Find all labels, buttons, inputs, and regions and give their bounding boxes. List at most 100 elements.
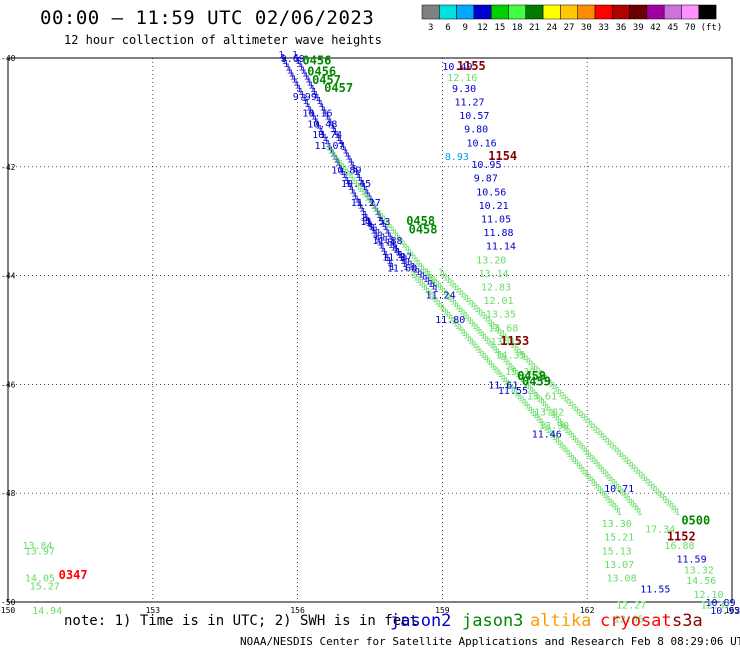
swh-value-jason2: 11.55	[498, 386, 528, 397]
plot-area: 150 153 156 159 162 165 -40-42-44-46-48-50 11…	[1, 50, 740, 625]
track-mark: 1	[465, 314, 471, 325]
pass-time-label: 0459	[517, 369, 546, 383]
track-mark: 1	[453, 318, 459, 329]
track-mark: 1	[498, 328, 504, 339]
track-mark: 1	[631, 463, 637, 474]
track-mark: 1	[340, 142, 346, 153]
track-mark: 1	[338, 159, 344, 170]
track-mark: 1	[526, 403, 532, 414]
track-mark: 1	[378, 241, 384, 252]
track-mark: 1	[294, 81, 300, 92]
track-mark: 1	[388, 234, 394, 245]
track-mark: 1	[401, 240, 407, 251]
track-mark: 1	[291, 75, 297, 86]
swh-value-jason3: 13.21	[491, 337, 521, 348]
track-mark: 1	[529, 359, 535, 370]
pass-time-label: 1155	[457, 59, 486, 73]
swh-value-jason3: 13.84	[22, 541, 52, 552]
track-mark: 1	[562, 422, 568, 433]
track-mark: 1	[522, 352, 528, 363]
track-mark: 1	[362, 210, 368, 221]
track-mark: 1	[349, 173, 355, 184]
track-mark: 1	[461, 309, 467, 320]
track-mark: 1	[334, 154, 340, 165]
track-mark: 1	[361, 182, 367, 193]
track-mark: 1	[495, 347, 501, 358]
track-mark: 1	[374, 207, 380, 218]
track-mark: 1	[348, 158, 354, 169]
legend-swatch	[560, 4, 578, 20]
track-mark: 1	[363, 216, 369, 227]
swh-value-jason3: 15.27	[30, 582, 60, 593]
track-mark: 1	[440, 304, 446, 315]
swh-value-jason3: 13.07	[604, 560, 634, 571]
track-mark: 1	[596, 461, 602, 472]
track-mark: 1	[342, 165, 348, 176]
track-mark: 1	[327, 145, 333, 156]
swh-value-jason3: 12.16	[447, 73, 477, 84]
track-mark: 1	[347, 182, 353, 193]
track-mark: 1	[362, 190, 368, 201]
track-mark: 1	[593, 480, 599, 491]
track-mark: 1	[392, 241, 398, 252]
track-mark: 1	[574, 437, 580, 448]
legend-swatch	[612, 4, 630, 20]
satellite-label-jason2: jason2	[390, 611, 451, 631]
swh-value-jason3: 14.35	[495, 350, 525, 361]
track-mark: 1	[368, 221, 374, 232]
track-mark: 1	[383, 217, 389, 228]
track-mark: 1	[674, 507, 680, 518]
swh-value-jason2: 11.46	[532, 429, 562, 440]
track-mark: 1	[497, 350, 503, 361]
track-mark: 1	[411, 270, 417, 281]
track-mark: 1	[429, 276, 435, 287]
track-mark: 1	[634, 466, 640, 477]
track-mark: 1	[379, 216, 385, 227]
track-mark: 1	[574, 459, 580, 470]
swh-value-jason2: 9.87	[474, 174, 498, 185]
track-mark: 1	[597, 485, 603, 496]
track-mark: 1	[507, 381, 513, 392]
track-mark: 1	[384, 225, 390, 236]
pass-time-label: 0458	[409, 222, 438, 236]
track-mark: 1	[572, 403, 578, 414]
swh-value-jason2: 11.87	[382, 253, 412, 264]
track-mark: 1	[565, 396, 571, 407]
track-mark: 1	[407, 248, 413, 259]
track-mark: 1	[629, 461, 635, 472]
track-mark: 1	[513, 388, 519, 399]
track-mark: 1	[480, 350, 486, 361]
swh-value-jason3: 13.68	[488, 323, 518, 334]
track-mark: 1	[339, 139, 345, 150]
track-mark: 1	[529, 386, 535, 397]
track-mark: 1	[609, 476, 615, 487]
track-mark: 1	[541, 372, 547, 383]
track-mark: 1	[557, 418, 563, 429]
swh-value-jason3: 13.32	[684, 565, 714, 576]
track-mark: 1	[538, 369, 544, 380]
track-mark: 1	[420, 272, 426, 283]
track-mark: 1	[495, 326, 501, 337]
track-mark: 1	[401, 259, 407, 270]
track-mark: 1	[325, 142, 331, 153]
track-mark: 1	[598, 430, 604, 441]
track-mark: 1	[489, 340, 495, 351]
track-mark: 1	[387, 231, 393, 242]
track-mark: 1	[517, 372, 523, 383]
swh-value-jason2: 10.57	[459, 111, 489, 122]
track-mark: 1	[283, 59, 289, 70]
track-mark: 1	[444, 289, 450, 300]
track-mark: 1	[481, 311, 487, 322]
track-mark: 1	[340, 162, 346, 173]
swh-value-jason3: 12.27	[616, 601, 646, 612]
track-mark: 1	[464, 294, 470, 305]
track-mark: 1	[542, 401, 548, 412]
track-mark: 1	[587, 451, 593, 462]
track-mark: 1	[544, 403, 550, 414]
track-mark: 1	[499, 372, 505, 383]
pass-time-label: 1153	[500, 334, 529, 348]
track-mark: 1	[420, 265, 426, 276]
swh-value-jason2: 11.80	[435, 315, 465, 326]
track-mark: 1	[413, 272, 419, 283]
track-mark: 1	[376, 238, 382, 249]
